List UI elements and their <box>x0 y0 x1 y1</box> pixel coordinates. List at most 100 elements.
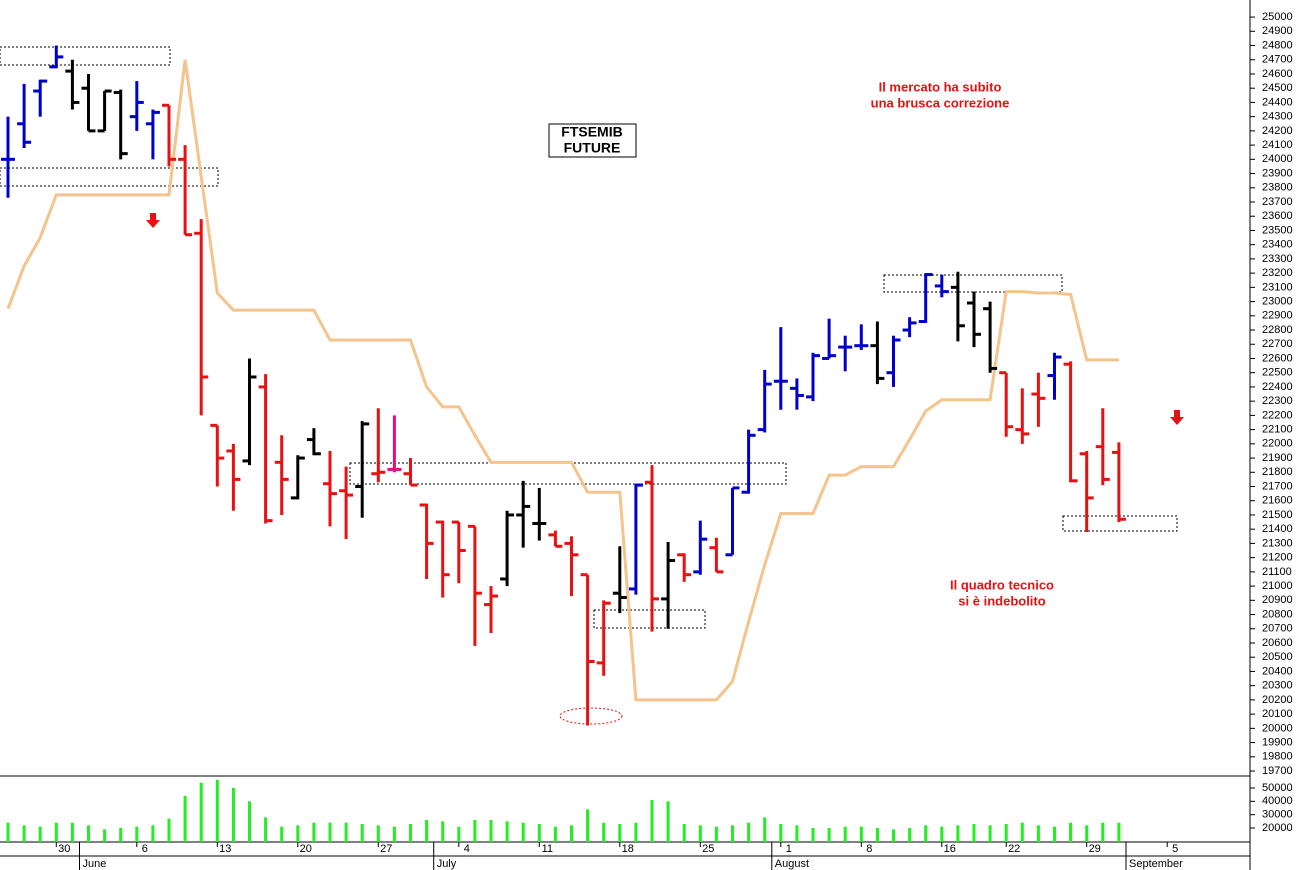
volume-bar <box>1101 822 1105 842</box>
volume-bar <box>392 826 396 842</box>
y-tick-label: 21800 <box>1262 466 1293 478</box>
volume-bar <box>489 820 493 842</box>
annotation: Il mercato ha subito <box>879 79 1002 94</box>
volume-bar <box>6 822 10 842</box>
y-tick-label: 21000 <box>1262 580 1293 592</box>
y-tick-label: 22400 <box>1262 381 1293 393</box>
x-tick-label: 30 <box>58 843 70 855</box>
volume-bar <box>54 822 58 842</box>
volume-bar <box>215 780 219 842</box>
volume-bar <box>360 824 364 842</box>
month-label: August <box>775 858 809 870</box>
volume-bar <box>1117 822 1121 842</box>
x-tick-label: 25 <box>702 843 714 855</box>
month-label: July <box>437 858 457 870</box>
volume-bar <box>714 826 718 842</box>
y-tick-label: 19900 <box>1262 736 1293 748</box>
volume-bar <box>1053 826 1056 842</box>
volume-bar <box>779 824 783 842</box>
range-box <box>0 46 171 66</box>
volume-bar <box>328 822 332 842</box>
month-label: September <box>1129 858 1183 870</box>
volume-bar <box>892 829 895 842</box>
x-tick-label: 6 <box>142 843 148 855</box>
y-tick-label: 20300 <box>1262 680 1293 692</box>
y-tick-label: 20500 <box>1262 651 1293 663</box>
x-tick-label: 1 <box>786 843 792 855</box>
volume-bar <box>570 825 573 842</box>
volume-bar <box>1020 822 1024 842</box>
volume-bar <box>827 828 831 842</box>
volume-bar <box>22 825 26 842</box>
y-tick-label: 25000 <box>1262 11 1293 23</box>
y-tick-label: 22700 <box>1262 338 1293 350</box>
volume-bar <box>795 825 799 842</box>
y-tick-label: 23000 <box>1262 295 1293 307</box>
volume-bar <box>602 822 606 842</box>
y-tick-label: 19800 <box>1262 751 1293 763</box>
y-tick-label: 24800 <box>1262 39 1293 51</box>
volume-bar <box>698 825 702 842</box>
range-box <box>0 167 219 187</box>
y-tick-label: 22100 <box>1262 424 1293 436</box>
volume-bar <box>376 825 380 842</box>
volume-bar <box>521 822 525 842</box>
y-tick-label: 23100 <box>1262 281 1293 293</box>
volume-tick-label: 30000 <box>1262 809 1293 821</box>
y-tick-label: 20900 <box>1262 594 1293 606</box>
y-tick-label: 24400 <box>1262 96 1293 108</box>
volume-bar <box>296 825 300 842</box>
x-tick-label: 16 <box>944 843 956 855</box>
y-tick-label: 21300 <box>1262 537 1293 549</box>
down-arrow <box>1170 410 1184 425</box>
y-tick-label: 23800 <box>1262 182 1293 194</box>
y-tick-label: 24100 <box>1262 139 1293 151</box>
volume-bar <box>344 822 348 842</box>
y-tick-label: 24000 <box>1262 153 1293 165</box>
annotation: una brusca correzione <box>871 95 1010 110</box>
title-box <box>548 123 637 158</box>
y-tick-label: 21700 <box>1262 480 1293 492</box>
volume-bar <box>811 828 815 842</box>
volume-bar <box>119 828 123 842</box>
x-tick-label: 13 <box>219 843 231 855</box>
y-tick-label: 20200 <box>1262 694 1293 706</box>
x-tick-label: 22 <box>1008 843 1020 855</box>
range-box <box>883 274 1063 293</box>
volume-bar <box>231 788 235 842</box>
y-tick-label: 19700 <box>1262 765 1293 777</box>
volume-bar <box>167 818 171 842</box>
x-tick-label: 11 <box>542 843 553 855</box>
y-tick-label: 21600 <box>1262 495 1293 507</box>
volume-bar <box>1069 822 1073 842</box>
volume-bar <box>940 826 944 842</box>
volume-bar <box>1036 825 1040 842</box>
y-tick-label: 20600 <box>1262 637 1293 649</box>
volume-bar <box>103 829 107 842</box>
volume-bar <box>650 800 654 842</box>
x-tick-label: 5 <box>1172 843 1178 855</box>
volume-bar <box>731 825 734 842</box>
volume-bar <box>70 822 74 842</box>
volume-bar <box>553 826 557 842</box>
volume-bar <box>425 820 429 842</box>
y-tick-label: 21900 <box>1262 452 1293 464</box>
volume-bar <box>908 828 912 842</box>
volume-bar <box>956 825 960 842</box>
volume-bar <box>38 826 42 842</box>
chart-title: FUTURE <box>564 140 621 156</box>
volume-bar <box>859 826 863 842</box>
x-tick-label: 29 <box>1089 843 1101 855</box>
y-tick-label: 24200 <box>1262 125 1293 137</box>
volume-bar <box>441 821 445 842</box>
y-tick-label: 22500 <box>1262 367 1293 379</box>
x-tick-label: 8 <box>866 843 872 855</box>
volume-bar <box>457 826 461 842</box>
volume-bar <box>264 817 268 842</box>
y-tick-label: 23500 <box>1262 224 1293 236</box>
volume-bar <box>875 828 879 842</box>
down-arrow <box>146 213 160 228</box>
range-box <box>349 462 787 485</box>
volume-bar <box>747 822 751 842</box>
volume-bar <box>280 826 284 842</box>
